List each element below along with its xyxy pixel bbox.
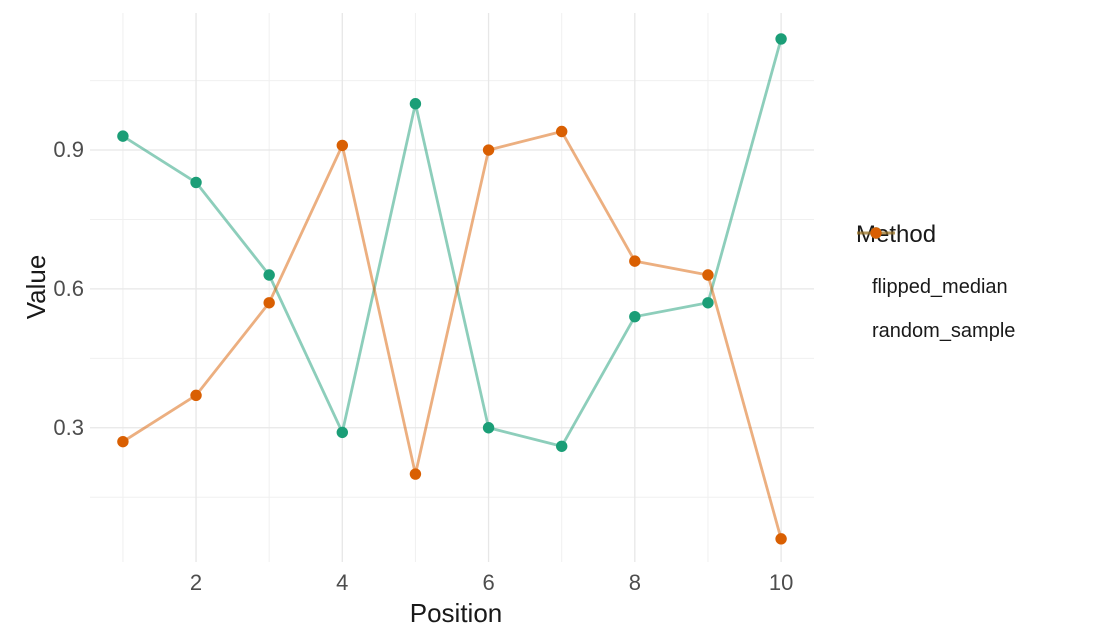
data-point-flipped_median	[629, 310, 641, 323]
data-point-random_sample	[117, 435, 129, 448]
data-point-flipped_median	[263, 269, 275, 281]
data-point-random_sample	[775, 533, 787, 545]
legend-key-random-sample-icon	[857, 227, 895, 239]
x-tick-label: 4	[336, 570, 349, 595]
legend-label-random-sample: random_sample	[872, 320, 1016, 342]
x-tick-label: 6	[482, 570, 495, 595]
y-tick-label: 0.6	[53, 275, 84, 301]
data-point-flipped_median	[482, 422, 495, 434]
legend-label-flipped-median: flipped_median	[872, 276, 1008, 298]
data-point-random_sample	[263, 297, 275, 309]
data-point-random_sample	[555, 125, 568, 138]
data-point-flipped_median	[702, 297, 714, 309]
y-tick-label: 0.9	[53, 137, 84, 163]
x-axis-title: Position	[409, 598, 503, 628]
data-point-random_sample	[409, 468, 422, 480]
data-point-random_sample	[336, 139, 349, 152]
data-point-flipped_median	[409, 98, 422, 110]
data-point-flipped_median	[336, 426, 349, 439]
legend-item-flipped-median: flipped_median	[856, 227, 1015, 302]
series-line-random_sample	[122, 130, 783, 540]
x-tick-label: 8	[628, 570, 641, 595]
data-point-flipped_median	[555, 440, 568, 452]
data-point-flipped_median	[190, 176, 202, 189]
data-point-random_sample	[482, 144, 495, 156]
x-tick-label: 10	[768, 570, 794, 595]
series-line-flipped_median	[122, 38, 783, 448]
data-point-flipped_median	[117, 130, 129, 142]
data-point-random_sample	[702, 269, 714, 281]
legend: Method flipped_median random_sample	[856, 220, 1015, 360]
x-tick-label: 2	[189, 570, 203, 595]
legend-item-random-sample: random_sample	[856, 227, 1016, 346]
y-tick-label: 0.3	[53, 414, 84, 440]
data-point-flipped_median	[775, 33, 787, 45]
data-point-random_sample	[190, 389, 202, 402]
data-point-random_sample	[629, 255, 641, 267]
